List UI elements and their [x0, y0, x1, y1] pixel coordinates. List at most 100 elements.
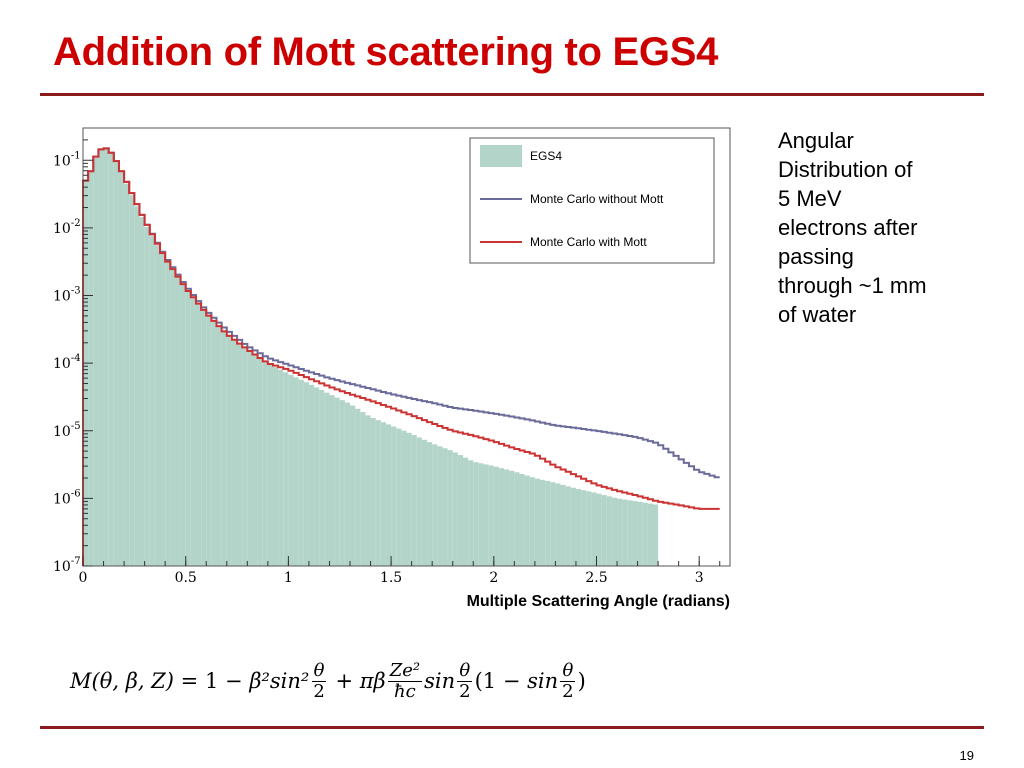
egs4-bar	[519, 473, 525, 566]
egs4-bar	[350, 405, 356, 566]
legend-label: EGS4	[530, 149, 562, 163]
egs4-bar	[216, 325, 222, 566]
fraction-numerator: θ	[457, 659, 473, 682]
egs4-bar	[632, 501, 638, 566]
egs4-bar	[565, 486, 571, 566]
egs4-series	[83, 149, 659, 566]
x-tick-label: 1.5	[380, 570, 402, 586]
egs4-bar	[462, 457, 469, 566]
egs4-bar	[231, 339, 238, 566]
egs4-bar	[190, 297, 196, 566]
formula-term: sin	[527, 669, 559, 693]
egs4-bar	[647, 503, 653, 566]
x-tick-label: 0	[79, 570, 88, 586]
egs4-bar	[283, 372, 289, 566]
egs4-bar	[416, 437, 422, 566]
egs4-bar	[118, 172, 125, 566]
egs4-bar	[432, 444, 438, 566]
egs4-bar	[534, 478, 541, 566]
egs4-bar	[575, 489, 582, 566]
mc-without-mott-series	[82, 147, 720, 566]
formula-minus: −	[225, 669, 243, 693]
egs4-bar	[175, 276, 181, 566]
egs4-bar	[165, 262, 171, 566]
egs4-bar	[134, 206, 140, 566]
egs4-bar	[262, 361, 268, 566]
egs4-bar	[319, 390, 325, 566]
legend-label: Monte Carlo with Mott	[530, 235, 647, 249]
x-tick-label: 1	[284, 570, 293, 586]
egs4-bar	[617, 498, 623, 566]
egs4-bar	[113, 162, 119, 566]
egs4-bar	[124, 183, 130, 566]
egs4-bar	[237, 343, 243, 566]
egs4-bar	[581, 490, 587, 566]
formula-lhs: M(θ, β, Z)	[70, 669, 174, 693]
mc-without-mott-line	[82, 147, 720, 566]
egs4-bar	[545, 481, 551, 566]
fraction-denominator: ħc	[394, 680, 416, 702]
egs4-bar	[129, 195, 135, 566]
formula-minus: −	[502, 669, 521, 693]
egs4-bar	[652, 504, 659, 566]
egs4-bar	[339, 400, 345, 566]
egs4-bar	[278, 369, 284, 566]
egs4-bar	[170, 269, 176, 566]
egs4-bar	[375, 420, 381, 566]
angular-distribution-chart: 0 0.5 1 1.5 2 2.5 3 10-1 10-2 10-3 10-4 10-5 10-6 10-…	[53, 127, 731, 610]
egs4-bar	[314, 387, 320, 566]
slide-title: Addition of Mott scattering to EGS4	[53, 30, 719, 74]
egs4-bar	[529, 477, 535, 566]
formula-fraction: θ 2	[311, 659, 327, 702]
egs4-bar	[370, 418, 376, 566]
fraction-numerator: θ	[311, 659, 327, 682]
caption-line: electrons after	[778, 215, 918, 240]
formula-fraction: θ 2	[457, 659, 473, 702]
egs4-bar	[468, 460, 474, 566]
egs4-bar	[601, 495, 607, 566]
egs4-bar	[550, 482, 556, 566]
egs4-bar	[627, 500, 633, 566]
y-tick-label: 10-4	[53, 353, 81, 372]
egs4-bar	[139, 217, 145, 566]
egs4-bar	[380, 422, 386, 566]
x-axis-label: Multiple Scattering Angle (radians)	[467, 593, 730, 610]
egs4-bar	[427, 442, 433, 566]
y-tick-label: 10-6	[53, 488, 81, 507]
egs4-bar	[555, 483, 561, 566]
egs4-bar	[257, 357, 263, 566]
egs4-bar	[195, 303, 202, 566]
egs4-bar	[509, 470, 515, 566]
egs4-bar	[447, 450, 453, 566]
formula-term: πβ	[359, 669, 386, 693]
egs4-bar	[622, 499, 628, 566]
x-tick-label: 2.5	[585, 570, 607, 586]
egs4-bar	[524, 475, 530, 566]
x-tick-label: 0.5	[175, 570, 197, 586]
egs4-bar	[570, 487, 576, 566]
egs4-bar	[211, 320, 217, 566]
egs4-bar	[473, 462, 479, 566]
egs4-bar	[498, 468, 505, 566]
egs4-bar	[365, 415, 371, 566]
mc-with-mott-line	[82, 147, 720, 566]
formula-equals: =	[180, 669, 199, 693]
egs4-bar	[360, 412, 366, 566]
egs4-bar	[596, 493, 602, 566]
y-tick-label: 10-3	[53, 286, 81, 305]
egs4-bar	[355, 408, 361, 566]
egs4-bar	[293, 377, 299, 566]
formula-term: β²sin²	[249, 669, 310, 693]
egs4-bar	[252, 354, 258, 566]
y-tick-label: 10-7	[53, 556, 81, 575]
plot-frame	[82, 127, 731, 567]
egs4-bar	[308, 384, 315, 566]
egs4-bar	[329, 395, 335, 566]
legend-label: Monte Carlo without Mott	[530, 192, 664, 206]
x-tick-label: 3	[695, 570, 704, 586]
caption-line: Distribution of	[778, 157, 913, 182]
egs4-bar	[185, 290, 191, 566]
egs4-bar	[586, 491, 592, 566]
egs4-bar	[637, 501, 643, 566]
formula-term: )	[577, 669, 586, 693]
